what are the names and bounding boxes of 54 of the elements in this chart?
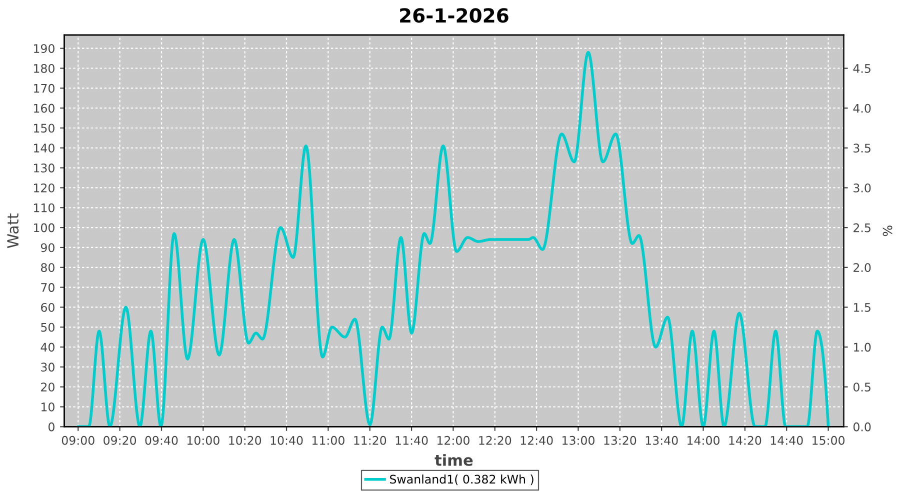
y2-tick-label: 2.5	[854, 223, 870, 232]
legend-label: Swanland1( 0.382 kWh )	[390, 474, 534, 486]
y2-axis-title: %	[882, 226, 892, 236]
x-tick-label: 10:40	[270, 436, 303, 445]
y2-tick-label: 4.0	[853, 104, 871, 113]
y-tick-label: 150	[34, 124, 54, 133]
y-tick-label: 110	[34, 203, 54, 212]
y2-tick-label: 3.0	[854, 183, 871, 192]
y-tick-label: 70	[41, 283, 54, 292]
x-tick-label: 11:00	[312, 436, 344, 445]
y-tick-label: 170	[34, 84, 54, 93]
x-tick-label: 13:20	[604, 436, 636, 445]
chart-title: 26-1-2026	[400, 8, 508, 23]
x-tick-label: 10:00	[187, 436, 220, 445]
y-tick-label: 0	[48, 422, 54, 432]
x-tick-label: 12:40	[520, 436, 553, 445]
y-tick-label: 50	[41, 322, 54, 332]
y2-tick-label: 0.5	[853, 382, 870, 392]
y-tick-label: 190	[34, 44, 54, 53]
x-tick-label: 09:40	[145, 436, 178, 445]
x-tick-label: 14:00	[688, 436, 720, 445]
x-tick-label: 12:20	[479, 436, 512, 445]
y-tick-label: 130	[34, 164, 54, 172]
y-tick-label: 100	[34, 223, 54, 232]
x-axis-title: time	[434, 454, 473, 466]
x-tick-label: 10:20	[229, 436, 262, 445]
y2-tick-label: 2.0	[854, 263, 871, 272]
x-tick-label: 09:00	[62, 436, 94, 445]
x-tick-label: 15:00	[812, 436, 845, 445]
y-tick-label: 140	[34, 144, 54, 153]
y-tick-label: 30	[41, 362, 54, 372]
y-axis-title: Watt	[7, 213, 19, 248]
x-tick-label: 12:00	[437, 436, 470, 445]
y-tick-label: 10	[42, 402, 54, 412]
y-tick-label: 40	[40, 342, 54, 352]
y-tick-label: 80	[41, 263, 54, 272]
x-tick-label: 13:00	[562, 436, 594, 445]
y-tick-label: 20	[41, 382, 54, 392]
y-tick-label: 120	[34, 183, 54, 192]
y2-tick-label: 1.0	[854, 342, 871, 352]
x-tick-label: 09:20	[104, 436, 136, 445]
y-tick-label: 160	[34, 104, 54, 113]
y2-tick-label: 0.0	[853, 422, 871, 432]
x-tick-label: 14:40	[770, 436, 803, 445]
y2-tick-label: 4.5	[853, 64, 870, 73]
y2-tick-label: 3.5	[854, 144, 870, 153]
y-tick-label: 180	[34, 64, 54, 73]
x-tick-label: 11:20	[354, 436, 386, 445]
x-tick-label: 11:40	[396, 436, 428, 445]
y-tick-label: 90	[40, 243, 54, 252]
y2-tick-label: 1.5	[854, 303, 870, 312]
y-tick-label: 60	[41, 302, 54, 312]
x-tick-label: 14:20	[729, 436, 762, 445]
x-tick-label: 13:40	[646, 436, 678, 445]
